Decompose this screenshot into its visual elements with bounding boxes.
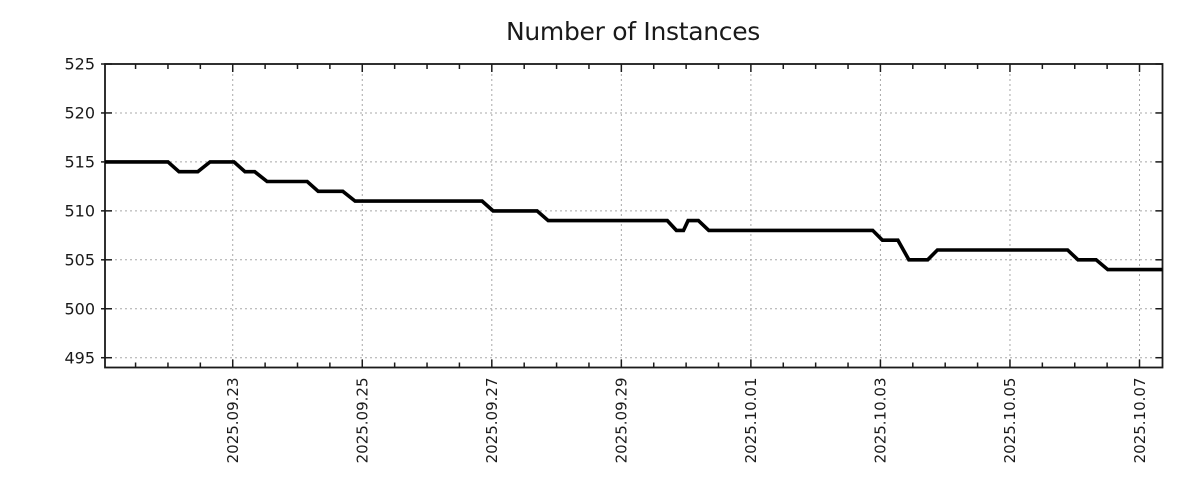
plot-border bbox=[104, 63, 1164, 369]
x-tick-label: 2025.09.25 bbox=[354, 378, 372, 464]
chart-title: Number of Instances bbox=[506, 17, 760, 46]
y-tick-label: 520 bbox=[64, 104, 95, 123]
y-tick-label: 515 bbox=[64, 153, 95, 172]
y-tick-label: 500 bbox=[64, 299, 95, 318]
x-tick-label: 2025.09.27 bbox=[483, 378, 501, 464]
y-tick-label: 525 bbox=[64, 55, 95, 74]
y-tick-label: 505 bbox=[64, 250, 95, 269]
series-line bbox=[105, 160, 1163, 272]
y-tick-label: 510 bbox=[64, 201, 95, 220]
x-tick-label: 2025.09.29 bbox=[613, 378, 631, 464]
x-tick-label: 2025.10.03 bbox=[872, 378, 890, 464]
plot-layer: 495 500 505 510 515 520 525 2025.09.23 2025.09.2… bbox=[64, 55, 1164, 464]
x-tick-label: 2025.09.23 bbox=[224, 378, 242, 464]
x-tick-label: 2025.10.07 bbox=[1131, 378, 1149, 464]
x-tick-label: 2025.10.01 bbox=[742, 378, 760, 464]
x-tick-label: 2025.10.05 bbox=[1001, 377, 1019, 463]
y-tick-label: 495 bbox=[64, 348, 95, 367]
